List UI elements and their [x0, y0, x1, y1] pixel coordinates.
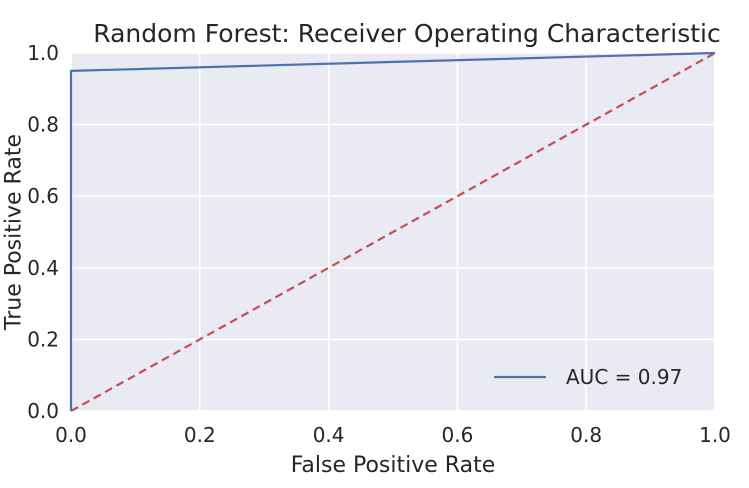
roc-curve-line [69, 51, 716, 411]
legend-label: AUC = 0.97 [566, 365, 682, 389]
y-tick-label: 0.8 [27, 113, 59, 137]
series-layer [69, 51, 716, 412]
legend: AUC = 0.97 [494, 365, 682, 389]
grid-lines [70, 52, 716, 412]
y-tick-label: 0.0 [27, 399, 59, 423]
y-tick-label: 0.2 [27, 327, 59, 351]
y-tick-label: 1.0 [27, 41, 59, 65]
x-tick-label: 0.6 [441, 423, 473, 447]
y-axis-ticks: 0.0 0.2 0.4 0.6 0.8 1.0 [27, 41, 59, 423]
x-tick-label: 0.2 [184, 423, 216, 447]
chance-diagonal-line [70, 52, 716, 412]
x-tick-label: 0.4 [313, 423, 345, 447]
chart-title: Random Forest: Receiver Operating Charac… [93, 19, 720, 48]
y-axis-label: True Positive Rate [2, 134, 27, 331]
y-tick-label: 0.4 [27, 256, 59, 280]
x-tick-label: 0.0 [55, 423, 87, 447]
x-tick-label: 1.0 [699, 423, 731, 447]
x-tick-label: 0.8 [570, 423, 602, 447]
x-axis-ticks: 0.0 0.2 0.4 0.6 0.8 1.0 [55, 423, 731, 447]
x-axis-label: False Positive Rate [291, 453, 495, 478]
y-tick-label: 0.6 [27, 184, 59, 208]
